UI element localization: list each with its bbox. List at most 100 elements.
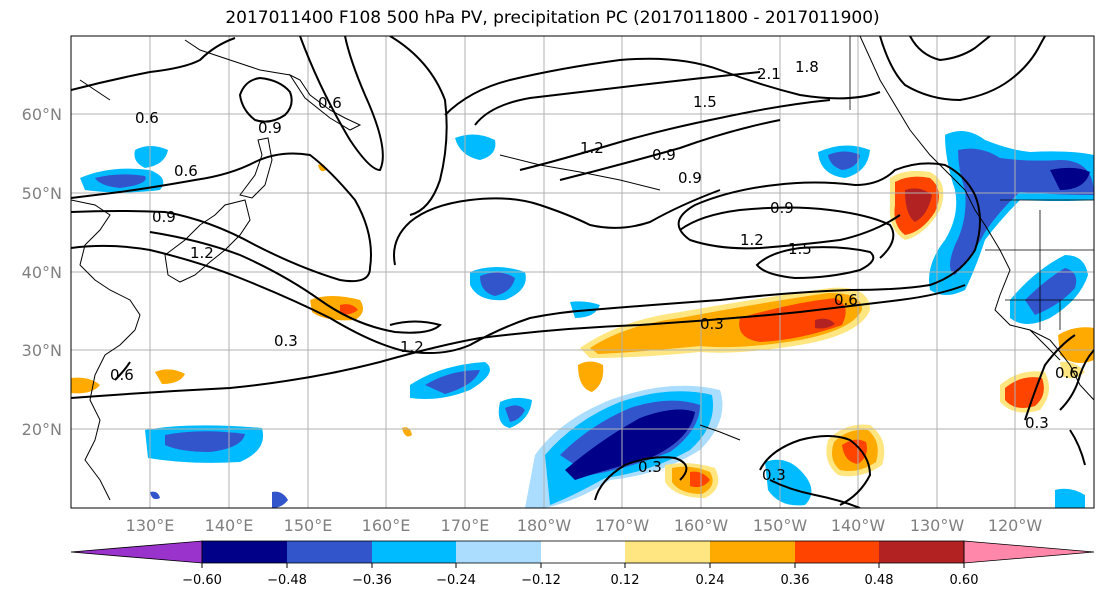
contour-label: 1.5	[788, 240, 812, 258]
map-title: 2017011400 F108 500 hPa PV, precipitatio…	[225, 8, 880, 28]
lat-label: 60°N	[22, 105, 62, 124]
precip-blob	[1058, 327, 1094, 364]
lon-label: 160°E	[362, 516, 411, 535]
contour-label: 0.6	[318, 94, 342, 112]
contour-label: 0.3	[638, 458, 662, 476]
colorbar-frame	[201, 540, 965, 564]
precip-blob	[480, 272, 515, 296]
precip-blob	[150, 491, 160, 500]
colorbar-tick-label: 0.60	[950, 573, 979, 588]
precip-blob	[402, 427, 412, 437]
precip-blob	[155, 369, 185, 384]
colorbar-segment	[795, 541, 879, 563]
lon-label: 150°E	[284, 516, 333, 535]
colorbar-tick-label: 0.36	[781, 573, 810, 588]
precip-blob	[765, 459, 812, 506]
precip-blob	[165, 431, 245, 452]
precip-blob	[578, 361, 604, 392]
contour-label: 0.9	[770, 199, 794, 217]
colorbar-tick-label: −0.36	[352, 573, 392, 588]
colorbar-segment	[456, 541, 541, 563]
lon-label: 170°W	[595, 516, 650, 535]
precip-blob	[690, 471, 710, 488]
contour-label: 0.6	[174, 162, 198, 180]
contour-label: 1.8	[795, 58, 819, 76]
precip-blob	[815, 318, 835, 329]
precip-blob	[828, 151, 860, 170]
contour-label: 0.6	[1055, 364, 1079, 382]
contour-label: 1.2	[190, 244, 214, 262]
colorbar-tick-label: −0.48	[267, 573, 307, 588]
colorbar-segment	[625, 541, 710, 563]
contour-label: 0.3	[1025, 414, 1049, 432]
precip-blob	[905, 188, 932, 222]
colorbar-segment	[710, 541, 795, 563]
colorbar-tick-label: −0.60	[182, 573, 222, 588]
contour-label: 0.6	[110, 366, 134, 384]
precip-blob	[505, 405, 525, 422]
colorbar-extend-right	[963, 540, 1095, 564]
precip-blob	[134, 146, 168, 168]
contour-label: 1.2	[400, 338, 424, 356]
lat-label: 50°N	[22, 184, 62, 203]
precip-blob	[71, 377, 100, 394]
contour-labels: 0.6 0.9 0.6 0.6 0.9 1.2 0.3 1.2 0.6 2.1 …	[110, 58, 1079, 484]
contour-label: 0.9	[152, 208, 176, 226]
contour-label: 1.5	[693, 93, 717, 111]
colorbar-tick-label: −0.24	[436, 573, 476, 588]
plot-frame	[70, 35, 1095, 509]
lon-label: 170°E	[441, 516, 490, 535]
precip-blob	[455, 134, 496, 160]
lon-label: 140°W	[831, 516, 886, 535]
plot-area: 0.6 0.9 0.6 0.6 0.9 1.2 0.3 1.2 0.6 2.1 …	[71, 36, 1094, 508]
lon-label: 150°W	[753, 516, 808, 535]
precip-blob	[1055, 488, 1085, 508]
lat-label: 40°N	[22, 263, 62, 282]
lon-label: 130°E	[126, 516, 175, 535]
lat-label: 30°N	[22, 341, 62, 360]
contour-label: 0.9	[678, 169, 702, 187]
precip-blob	[340, 304, 358, 315]
coastlines	[71, 36, 1094, 501]
contour-label: 2.1	[757, 65, 781, 83]
lon-label: 120°W	[988, 516, 1043, 535]
precip-blob	[1050, 167, 1090, 190]
colorbar-extend-left	[70, 540, 203, 564]
pv-contours	[71, 36, 1094, 508]
lon-label: 130°W	[910, 516, 965, 535]
colorbar-tick-label: 0.48	[865, 573, 894, 588]
colorbar-segment	[202, 541, 287, 563]
contour-label: 0.6	[135, 109, 159, 127]
contour-label: 0.9	[652, 146, 676, 164]
precip-blob	[95, 174, 146, 188]
contour-label: 0.3	[274, 332, 298, 350]
colorbar-segment	[879, 541, 964, 563]
colorbar-tick-label: 0.24	[696, 573, 725, 588]
graticule	[71, 36, 1094, 508]
colorbar-tick-label: −0.12	[521, 573, 561, 588]
latitude-axis: 60°N 50°N 40°N 30°N 20°N	[22, 105, 62, 439]
precip-blob	[565, 409, 695, 480]
colorbar-ticks	[201, 563, 965, 568]
colorbar-segment	[541, 541, 625, 563]
borders	[849, 36, 1094, 330]
colorbar: −0.60 −0.48 −0.36 −0.24 −0.12 0.12 0.24 …	[70, 540, 1095, 588]
lon-label: 140°E	[205, 516, 254, 535]
contour-label: 0.3	[700, 315, 724, 333]
lon-label: 180°W	[517, 516, 572, 535]
colorbar-segment	[287, 541, 372, 563]
colorbar-segment	[372, 541, 456, 563]
contour-label: 1.2	[740, 231, 764, 249]
contour-label: 0.3	[762, 466, 786, 484]
lat-label: 20°N	[22, 420, 62, 439]
contour-label: 0.6	[834, 291, 858, 309]
precip-blob	[842, 439, 867, 464]
precip-blob	[425, 370, 480, 394]
precip-blob	[1025, 268, 1077, 315]
precip-blob	[272, 491, 288, 508]
precip-shading	[71, 131, 1094, 508]
contour-label: 1.2	[580, 139, 604, 157]
lon-label: 160°W	[674, 516, 729, 535]
contour-label: 0.9	[258, 119, 282, 137]
